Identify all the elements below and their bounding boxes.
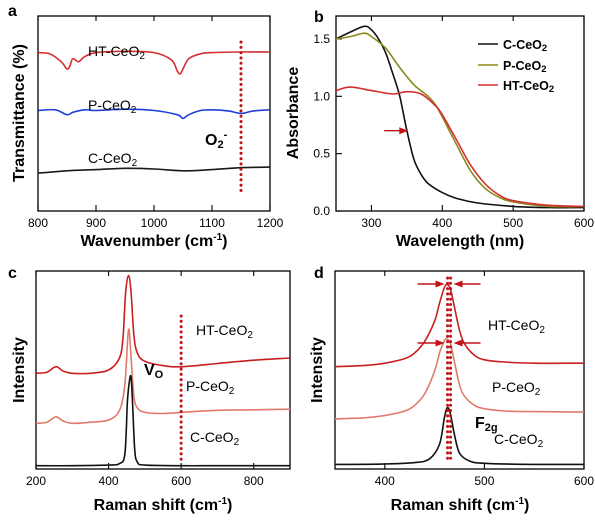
y-tick-label-b: 1.0: [313, 89, 330, 103]
x-tick-label-d: 500: [474, 474, 494, 488]
series-line-c-2: [36, 374, 290, 467]
x-axis-title-a: Wavenumber (cm-1): [80, 232, 227, 250]
x-tick-label-a: 800: [28, 216, 48, 230]
legend-label-ht-ceo2: HT-CeO2: [503, 79, 554, 95]
series-line-a-0: [38, 50, 270, 75]
series-label-a-c: C-CeO2: [88, 150, 138, 169]
series-label-d-p: P-CeO2: [492, 379, 541, 398]
series-label-a-ht: HT-CeO2: [88, 43, 145, 62]
ticks-b: 300 400 500 600 0.0 0.5 1.0 1.5: [313, 16, 594, 230]
x-tick-label-d: 600: [574, 474, 594, 488]
x-axis-title-c: Raman shift (cm-1): [94, 496, 233, 514]
panel-label-a: a: [8, 3, 17, 20]
x-axis-title-b: Wavelength (nm): [396, 233, 524, 250]
fwhm-arrow-right-upper-head: [453, 280, 463, 288]
series-b: [336, 25, 584, 209]
plot-frame-c: [35, 270, 291, 470]
fwhm-arrow-left-upper-head: [435, 280, 445, 288]
series-line-c-0: [36, 274, 290, 375]
x-tick-label-a: 1000: [141, 216, 168, 230]
series-line-b-0: [336, 25, 584, 209]
panel-b: b 300 400 500 600 0.0 0.5 1.0 1.5 C-CeO2 P-CeO2…: [285, 9, 594, 250]
series-label-d-ht: HT-CeO2: [488, 317, 545, 336]
annotation-d-f2g: F2g: [475, 415, 498, 434]
x-tick-label-c: 400: [99, 474, 119, 488]
y-tick-label-b: 0.5: [313, 147, 330, 161]
series-line-b-2: [336, 86, 584, 208]
panel-label-d: d: [314, 265, 324, 282]
legend-b: C-CeO2 P-CeO2 HT-CeO2: [478, 38, 554, 95]
panel-d: d 400 500 600 HT-CeO2 P-CeO2 C-CeO2 F2g Ra…: [309, 265, 594, 514]
x-tick-label-d: 400: [375, 474, 395, 488]
series-line-a-1: [38, 108, 270, 120]
ticks-d: 400 500 600: [375, 271, 594, 488]
x-tick-label-b: 300: [361, 216, 381, 230]
x-tick-label-a: 900: [86, 216, 106, 230]
x-tick-label-b: 400: [432, 216, 452, 230]
y-axis-title-d: Intensity: [309, 337, 326, 403]
x-tick-label-a: 1200: [257, 216, 284, 230]
x-tick-label-c: 800: [244, 474, 264, 488]
x-tick-label-c: 200: [26, 474, 46, 488]
series-line-a-2: [38, 166, 270, 174]
series-line-b-1: [336, 32, 584, 208]
series-label-c-p: P-CeO2: [186, 378, 235, 397]
panel-a: a 800 900 1000 1100 1200 HT-CeO2 P-CeO2 C-Ce…: [8, 3, 284, 250]
panel-label-b: b: [314, 9, 324, 26]
y-axis-title-b: Absorbance: [285, 67, 302, 160]
ticks-a: 800 900 1000 1100 1200: [28, 16, 284, 230]
y-axis-title-c: Intensity: [11, 337, 28, 403]
series-label-c-ht: HT-CeO2: [196, 322, 253, 341]
fwhm-arrow-left-lower-head: [435, 339, 445, 347]
x-tick-label-b: 600: [574, 216, 594, 230]
y-axis-title-a: Transmittance (%): [11, 44, 28, 182]
redshift-arrow-head: [399, 127, 409, 135]
series-label-d-c: C-CeO2: [494, 431, 544, 450]
annotation-a-o2: O2-: [205, 129, 228, 151]
annotations-d: [417, 276, 481, 464]
x-tick-label-a: 1100: [199, 216, 225, 230]
series-label-a-p: P-CeO2: [88, 97, 137, 116]
x-tick-label-b: 500: [503, 216, 523, 230]
legend-label-p-ceo2: P-CeO2: [503, 59, 547, 75]
annotation-c-vo: VO: [144, 362, 164, 381]
legend-label-c-ceo2: C-CeO2: [503, 38, 547, 54]
plot-frame-b: [335, 15, 585, 212]
series-label-c-c: C-CeO2: [190, 429, 240, 448]
y-tick-label-b: 0.0: [313, 204, 330, 218]
y-tick-label-b: 1.5: [313, 32, 330, 46]
ticks-c: 200 400 600 800: [26, 271, 264, 488]
annotations-b: [384, 127, 409, 135]
panel-label-c: c: [8, 265, 17, 282]
series-line-d-1: [335, 337, 584, 420]
plot-frame-d: [334, 270, 585, 470]
series-line-d-2: [335, 406, 584, 466]
x-tick-label-c: 600: [171, 474, 191, 488]
fwhm-arrow-right-lower-head: [453, 339, 463, 347]
panel-c: c 200 400 600 800 HT-CeO2 P-CeO2 C-CeO2 VO …: [8, 265, 291, 514]
x-axis-title-d: Raman shift (cm-1): [391, 496, 530, 514]
series-a: [38, 50, 270, 174]
